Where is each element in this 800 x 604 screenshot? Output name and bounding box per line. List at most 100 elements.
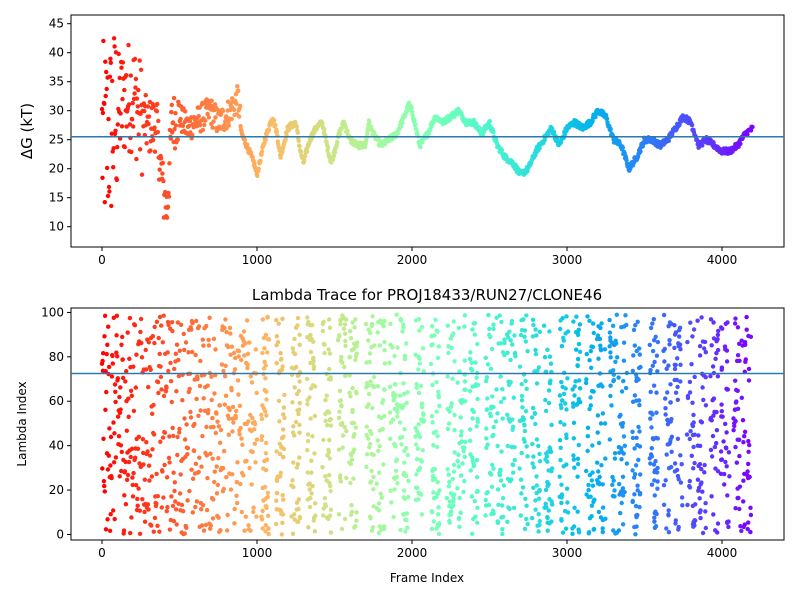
delta-g-point bbox=[111, 165, 116, 170]
lambda-point bbox=[596, 440, 602, 446]
lambda-point bbox=[401, 381, 406, 386]
lambda-point bbox=[417, 361, 422, 366]
lambda-point bbox=[536, 365, 542, 370]
delta-g-point bbox=[111, 36, 117, 41]
lambda-point bbox=[544, 454, 550, 459]
lambda-point bbox=[402, 427, 407, 432]
lambda-point bbox=[104, 389, 109, 395]
delta-g-point bbox=[136, 132, 141, 137]
delta-g-point bbox=[271, 118, 277, 123]
delta-g-point bbox=[171, 95, 177, 101]
lambda-point bbox=[589, 365, 594, 370]
lambda-point bbox=[491, 466, 496, 471]
lambda-point bbox=[419, 512, 425, 517]
delta-g-point bbox=[143, 93, 148, 98]
delta-g-point bbox=[103, 93, 108, 99]
delta-g-point bbox=[104, 69, 109, 75]
lambda-point bbox=[714, 409, 719, 415]
lambda-point bbox=[525, 521, 530, 527]
lambda-point bbox=[204, 507, 210, 513]
delta-g-point bbox=[202, 122, 207, 128]
lambda-point bbox=[194, 396, 199, 402]
lambda-point bbox=[619, 389, 625, 394]
delta-g-point bbox=[499, 147, 505, 153]
lambda-point bbox=[456, 325, 461, 331]
delta-g-point bbox=[197, 122, 203, 128]
lambda-point bbox=[398, 527, 403, 533]
lambda-point bbox=[483, 503, 489, 508]
lambda-point bbox=[511, 395, 516, 400]
delta-g-point bbox=[593, 114, 598, 120]
lambda-point bbox=[193, 461, 199, 466]
lambda-point bbox=[450, 376, 455, 381]
lambda-point bbox=[112, 516, 117, 522]
lambda-point bbox=[456, 516, 462, 521]
lambda-point bbox=[311, 364, 317, 369]
lambda-point bbox=[230, 429, 235, 434]
lambda-point bbox=[570, 387, 575, 392]
lambda-point bbox=[297, 430, 302, 435]
lambda-point bbox=[497, 471, 502, 476]
lambda-point bbox=[468, 350, 473, 355]
lambda-point bbox=[518, 477, 524, 482]
delta-g-point bbox=[103, 59, 108, 64]
lambda-point bbox=[546, 468, 551, 473]
lambda-point bbox=[685, 339, 690, 345]
x-tick-label-4000: 4000 bbox=[707, 546, 738, 560]
lambda-point bbox=[517, 466, 522, 471]
lambda-point bbox=[573, 379, 578, 384]
lambda-point bbox=[472, 321, 478, 326]
lambda-point bbox=[491, 511, 496, 516]
lambda-point bbox=[431, 519, 436, 524]
lambda-point bbox=[462, 387, 467, 392]
lambda-point bbox=[221, 448, 227, 454]
lambda-point bbox=[177, 491, 183, 496]
lambda-point bbox=[557, 393, 563, 398]
lambda-point bbox=[678, 480, 684, 485]
x-tick-label-3000: 3000 bbox=[552, 253, 583, 267]
lambda-point bbox=[572, 465, 577, 470]
delta-g-point bbox=[237, 103, 243, 109]
lambda-point bbox=[675, 397, 680, 402]
lambda-point bbox=[167, 434, 172, 439]
lambda-point bbox=[591, 330, 596, 336]
lambda-point bbox=[252, 441, 257, 446]
lambda-point bbox=[487, 470, 493, 476]
lambda-point bbox=[541, 323, 547, 328]
x-tick-label-0: 0 bbox=[98, 253, 106, 267]
lambda-point bbox=[558, 326, 563, 332]
lambda-point bbox=[198, 408, 203, 413]
lambda-point bbox=[674, 467, 680, 473]
delta-g-point bbox=[172, 146, 178, 151]
lambda-point bbox=[741, 478, 746, 483]
lambda-point bbox=[500, 527, 505, 532]
lambda-point bbox=[252, 427, 257, 432]
lambda-point bbox=[382, 339, 387, 345]
lambda-point bbox=[469, 494, 474, 499]
delta-g-point bbox=[274, 129, 279, 134]
lambda-point bbox=[485, 362, 491, 367]
delta-g-point bbox=[136, 87, 141, 93]
lambda-point bbox=[452, 412, 457, 418]
lambda-point bbox=[690, 334, 695, 339]
delta-g-point bbox=[120, 96, 125, 102]
delta-g-point bbox=[115, 144, 120, 150]
lambda-point bbox=[600, 384, 605, 389]
lambda-point bbox=[337, 334, 342, 339]
lambda-point bbox=[104, 351, 109, 357]
lambda-point bbox=[711, 512, 716, 517]
lambda-point bbox=[719, 367, 724, 372]
lambda-point bbox=[327, 351, 333, 356]
lambda-point bbox=[375, 384, 381, 389]
lambda-point bbox=[106, 453, 112, 458]
lambda-point bbox=[246, 419, 251, 424]
lambda-point bbox=[218, 427, 224, 433]
lambda-point bbox=[124, 477, 130, 482]
delta-g-point bbox=[183, 109, 188, 114]
lambda-point bbox=[508, 338, 513, 343]
lambda-point bbox=[460, 445, 466, 450]
lambda-point bbox=[216, 515, 221, 520]
lambda-point bbox=[371, 487, 376, 492]
lambda-point bbox=[621, 358, 627, 363]
lambda-point bbox=[354, 343, 359, 349]
